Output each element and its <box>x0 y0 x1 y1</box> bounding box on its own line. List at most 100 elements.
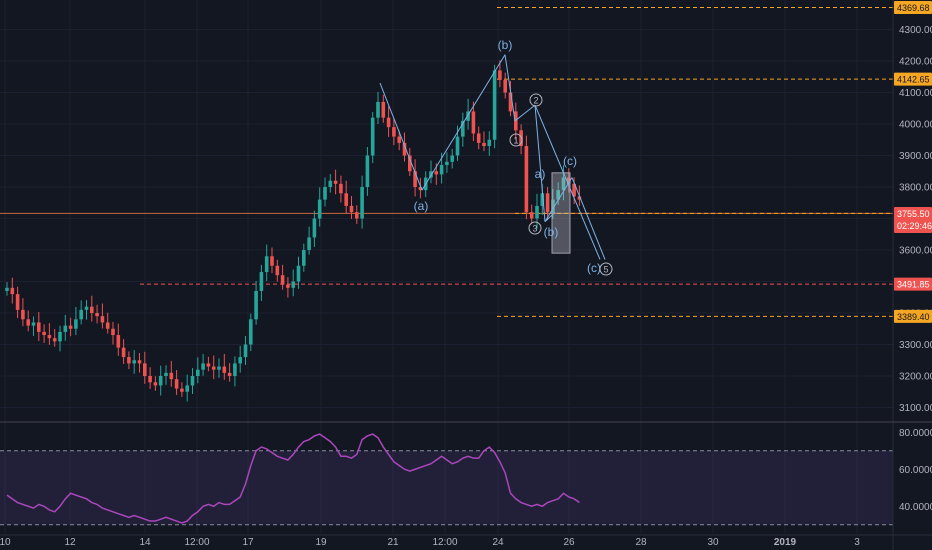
candle-body <box>561 177 566 191</box>
candle-body <box>264 256 269 273</box>
candle-body <box>211 366 216 370</box>
wave-number-circle <box>509 133 523 147</box>
candle-body <box>68 325 73 329</box>
candle-body <box>190 376 195 386</box>
candle-body <box>429 171 433 178</box>
wave-number-circle <box>529 93 543 107</box>
y-tick-label: 4300.00 <box>899 25 932 36</box>
candle-body <box>127 357 131 364</box>
candle-body <box>355 212 359 219</box>
candle-body <box>386 117 391 128</box>
wave-line <box>504 54 516 121</box>
x-tick-label: 10 <box>0 537 11 548</box>
candle-body <box>21 309 25 320</box>
candle-body <box>275 265 280 276</box>
wave-number-circle <box>528 221 542 235</box>
candle-body <box>482 142 486 147</box>
candle-body <box>344 193 348 206</box>
candle-body <box>280 275 285 285</box>
candle-body <box>577 196 582 200</box>
x-tick-label: 12 <box>64 537 76 548</box>
x-tick-label: 12:00 <box>184 537 209 548</box>
candle-body <box>233 363 237 376</box>
wave-line <box>571 177 606 260</box>
candle-body <box>392 127 396 137</box>
wave-line <box>379 82 423 191</box>
candle-body <box>567 177 571 184</box>
candle-body <box>471 111 476 134</box>
candle-body <box>52 338 57 342</box>
x-tick-label: 2019 <box>774 537 797 548</box>
candle-body <box>439 164 444 175</box>
wave-number: 2 <box>533 96 538 106</box>
candle-body <box>26 319 30 326</box>
candle-body <box>116 335 121 348</box>
y-tick-label: 3100.00 <box>899 403 932 414</box>
candle-body <box>296 265 301 282</box>
candle-body <box>408 155 412 172</box>
candle-body <box>312 218 317 238</box>
candle-body <box>365 155 370 187</box>
wave-label: (c) <box>563 154 577 168</box>
current-price-label: 3755.50 <box>897 209 930 219</box>
candle-body <box>111 328 115 336</box>
rsi-pane: 80.0000 60.0000 40.0000 <box>0 428 932 526</box>
wave-label: (c) <box>587 261 601 275</box>
candle-body <box>42 331 46 336</box>
wave-number: 5 <box>603 265 608 275</box>
candle-body <box>100 316 105 323</box>
highlight-box <box>551 172 571 254</box>
rsi-tick-label: 80.0000 <box>899 428 932 439</box>
candle-body <box>370 117 375 156</box>
x-tick-label: 26 <box>563 537 575 548</box>
wave-drawings: (b) (a) a) (c) (b) (c) 1 2 3 5 <box>379 38 613 276</box>
candle-body <box>498 70 502 80</box>
current-price-tag <box>894 207 932 234</box>
candle-body <box>302 250 306 266</box>
candle-body <box>487 139 492 147</box>
price-level-tag-label: 4142.65 <box>897 75 930 85</box>
candle-body <box>222 366 227 373</box>
wave-number-circle <box>599 262 613 276</box>
rsi-tick-label: 60.0000 <box>899 465 932 476</box>
candle-body <box>174 379 179 389</box>
candle-body <box>270 256 274 266</box>
wave-line <box>421 54 506 191</box>
candle-body <box>551 199 555 213</box>
price-level-tag <box>894 309 932 323</box>
candle-body <box>148 376 152 383</box>
y-tick-label: 4000.00 <box>899 120 932 131</box>
candle-body <box>185 385 189 392</box>
countdown-label: 02:29:46 <box>897 221 932 231</box>
candle-body <box>95 313 99 317</box>
rsi-band <box>0 450 893 525</box>
candle-body <box>58 331 62 342</box>
candle-body <box>286 284 290 288</box>
candle-body <box>74 319 78 329</box>
candle-body <box>105 322 110 329</box>
candle-body <box>206 363 211 367</box>
wave-label: (b) <box>498 38 513 52</box>
time-axis: 10 12 14 12:00 17 19 21 12:00 24 26 28 30 2019 3 <box>0 537 860 548</box>
wave-line <box>544 211 556 223</box>
x-tick-label: 19 <box>315 537 327 548</box>
x-tick-label: 28 <box>635 537 647 548</box>
candle-body <box>339 183 343 194</box>
y-tick-label: 4200.00 <box>899 57 932 68</box>
candle-body <box>572 183 576 197</box>
candle-body <box>455 136 460 156</box>
candle-body <box>31 322 36 326</box>
price-level-tag-label: 4369.68 <box>897 3 930 13</box>
candle-body <box>132 360 136 364</box>
candle-body <box>333 180 338 184</box>
candle-body <box>180 388 184 392</box>
wave-label: (b) <box>544 225 559 239</box>
price-level-tag-label: 3491.85 <box>897 280 930 290</box>
wave-line <box>514 104 536 122</box>
candle-body <box>524 146 529 213</box>
x-tick-label: 30 <box>707 537 719 548</box>
